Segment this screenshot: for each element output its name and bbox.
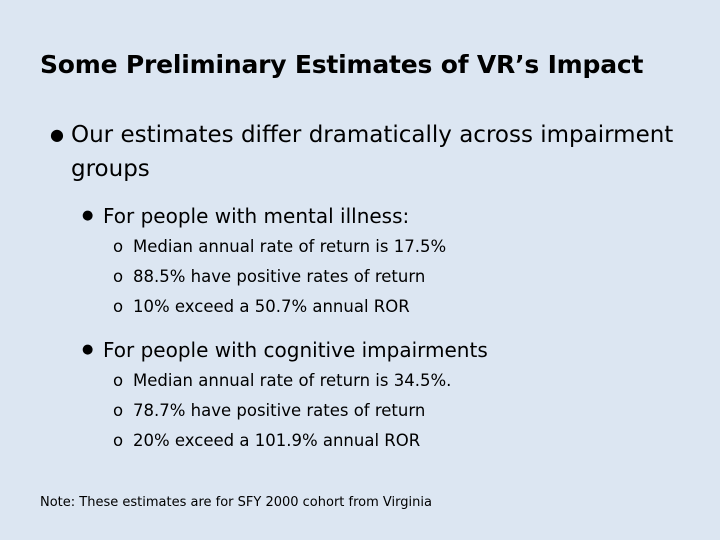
sub-bullet-marker: o (113, 431, 124, 450)
group-heading-text: For people with cognitive impairments (103, 338, 488, 362)
bullet-marker: ● (82, 208, 94, 223)
main-bullet: ● Our estimates differ dramatically acro… (50, 118, 690, 186)
sub-bullet-marker: o (113, 267, 124, 286)
list-item-text: Median annual rate of return is 34.5%. (133, 371, 452, 390)
bullet-marker: ● (50, 125, 64, 144)
group-heading-cognitive-impairments: ● For people with cognitive impairments (82, 336, 488, 364)
footnote: Note: These estimates are for SFY 2000 c… (40, 495, 432, 510)
list-item-text: 20% exceed a 101.9% annual ROR (133, 431, 421, 450)
list-item: o 10% exceed a 50.7% annual ROR (113, 292, 446, 322)
list-item-text: Median annual rate of return is 17.5% (133, 237, 447, 256)
group-heading-mental-illness: ● For people with mental illness: (82, 202, 409, 230)
group-items-mental-illness: o Median annual rate of return is 17.5% o… (113, 232, 446, 322)
list-item: o 88.5% have positive rates of return (113, 262, 446, 292)
list-item: o 20% exceed a 101.9% annual ROR (113, 426, 451, 456)
bullet-marker: ● (82, 342, 94, 357)
group-items-cognitive-impairments: o Median annual rate of return is 34.5%. … (113, 366, 451, 456)
sub-bullet-marker: o (113, 371, 124, 390)
sub-bullet-marker: o (113, 237, 124, 256)
sub-bullet-marker: o (113, 401, 124, 420)
list-item: o Median annual rate of return is 34.5%. (113, 366, 451, 396)
sub-bullet-marker: o (113, 297, 124, 316)
group-heading-text: For people with mental illness: (103, 204, 410, 228)
slide-title: Some Preliminary Estimates of VR’s Impac… (40, 50, 644, 79)
list-item: o Median annual rate of return is 17.5% (113, 232, 446, 262)
list-item-text: 78.7% have positive rates of return (133, 401, 426, 420)
list-item: o 78.7% have positive rates of return (113, 396, 451, 426)
list-item-text: 10% exceed a 50.7% annual ROR (133, 297, 410, 316)
list-item-text: 88.5% have positive rates of return (133, 267, 426, 286)
main-bullet-text: Our estimates differ dramatically across… (71, 122, 674, 182)
